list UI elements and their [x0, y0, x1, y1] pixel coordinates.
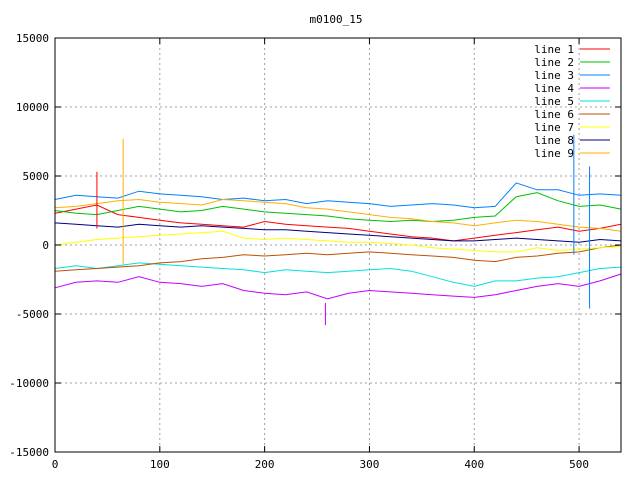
series-line — [54, 198, 622, 232]
y-tick-label: -15000 — [9, 446, 49, 459]
x-tick-label: 100 — [150, 458, 170, 471]
series-line — [54, 230, 622, 253]
x-tick-label: 300 — [360, 458, 380, 471]
y-tick-label: -5000 — [16, 308, 49, 321]
chart-title: m0100_15 — [310, 13, 363, 26]
legend-label: line 5 — [534, 95, 574, 108]
series-line — [54, 192, 622, 223]
legend-label: line 6 — [534, 108, 574, 121]
legend-label: line 7 — [534, 121, 574, 134]
legend-label: line 3 — [534, 69, 574, 82]
legend-label: line 4 — [534, 82, 574, 95]
series-line — [54, 222, 622, 243]
y-tick-label: 0 — [42, 239, 49, 252]
legend-label: line 9 — [534, 147, 574, 160]
series-line — [54, 262, 622, 287]
series-line — [54, 244, 622, 272]
series-line — [54, 182, 622, 209]
legend-label: line 8 — [534, 134, 574, 147]
x-tick-label: 500 — [569, 458, 589, 471]
series-lines — [54, 134, 622, 326]
axis-ticks: -15000 -10000 -5000 0 5000 10000 15000 0 100 200 3… — [9, 32, 621, 471]
legend-label: line 1 — [534, 43, 574, 56]
x-tick-label: 200 — [255, 458, 275, 471]
legend-label: line 2 — [534, 56, 574, 69]
y-tick-label: 10000 — [16, 101, 49, 114]
y-tick-label: 5000 — [23, 170, 50, 183]
series-line — [54, 204, 622, 242]
y-tick-label: -10000 — [9, 377, 49, 390]
series-line — [54, 273, 622, 300]
grid-lines — [55, 38, 621, 452]
x-tick-label: 400 — [464, 458, 484, 471]
y-tick-label: 15000 — [16, 32, 49, 45]
x-tick-label: 0 — [52, 458, 59, 471]
